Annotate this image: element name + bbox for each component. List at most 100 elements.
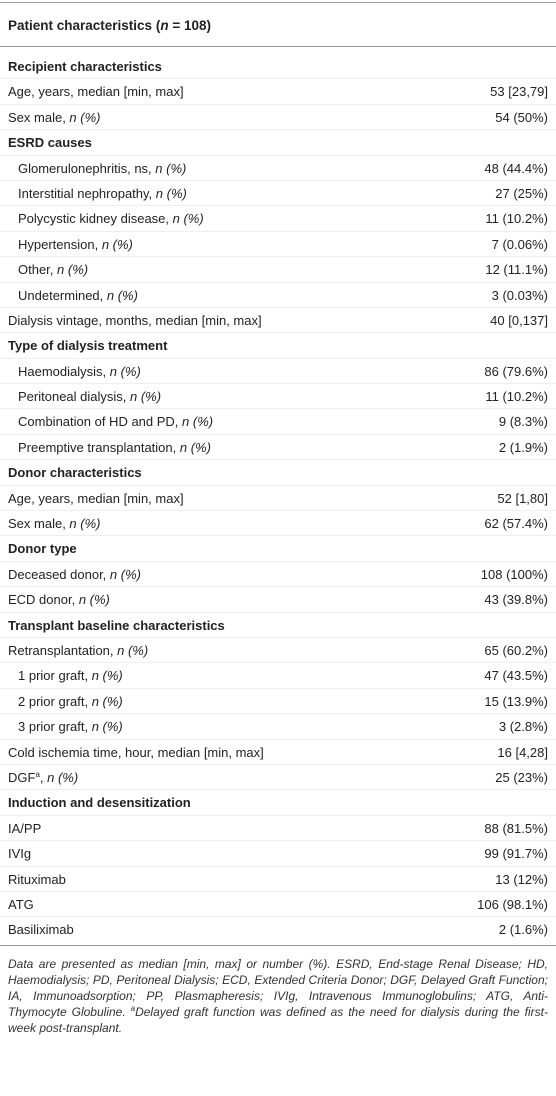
text: ECD donor, [8, 592, 79, 608]
data-row: 3 prior graft, n (%) 3 (2.8%) [0, 714, 556, 740]
italic-text: n (%) [179, 439, 211, 455]
text: Hypertension, [18, 236, 102, 252]
row-value: 65 (60.2%) [484, 642, 548, 658]
row-value: 48 (44.4%) [484, 160, 548, 176]
data-row: Haemodialysis, n (%) 86 (79.6%) [0, 359, 556, 385]
row-label: Sex male, n (%) [8, 511, 100, 535]
table-document: Patient characteristics (n = 108) Recipi… [0, 2, 556, 1036]
row-value: 88 (81.5%) [484, 820, 548, 836]
row-value: 2 (1.9%) [498, 439, 548, 455]
row-value: 54 (50%) [495, 109, 548, 125]
row-label: Undetermined, n (%) [8, 283, 138, 307]
text: Basiliximab [8, 922, 74, 938]
data-row: Other, n (%) 12 (11.1%) [0, 257, 556, 283]
row-value: 15 (13.9%) [484, 693, 548, 709]
section-row: Transplant baseline characteristics [0, 613, 556, 638]
text: Sex male, [8, 109, 70, 125]
data-row: IVIg 99 (91.7%) [0, 841, 556, 867]
row-label: Interstitial nephropathy, n (%) [8, 181, 187, 205]
data-row: ECD donor, n (%) 43 (39.8%) [0, 587, 556, 613]
text: Polycystic kidney disease, [18, 211, 173, 227]
data-row: ATG 106 (98.1%) [0, 892, 556, 918]
text: Sex male, [8, 516, 70, 532]
row-value: 13 (12%) [495, 871, 548, 887]
row-value: 16 [4,28] [497, 744, 548, 760]
text: Interstitial nephropathy, [18, 185, 156, 201]
text: Peritoneal dialysis, [18, 389, 130, 405]
section-label: Donor characteristics [8, 465, 142, 481]
data-row: Polycystic kidney disease, n (%) 11 (10.2… [0, 206, 556, 232]
data-row: Rituximab 13 (12%) [0, 867, 556, 892]
section-label: Induction and desensitization [8, 795, 191, 811]
row-label: 3 prior graft, n (%) [8, 714, 123, 738]
row-value: 9 (8.3%) [498, 414, 548, 430]
row-label: Other, n (%) [8, 257, 88, 281]
data-row: Retransplantation, n (%) 65 (60.2%) [0, 638, 556, 664]
italic-text: Data are presented as median [min, max] … [8, 956, 552, 1019]
text: Combination of HD and PD, [18, 414, 183, 430]
italic-text: n (%) [117, 642, 149, 658]
row-label: IA/PP [8, 816, 41, 840]
text: Cold ischemia time, hour, median [min, m… [8, 744, 264, 760]
text: 2 prior graft, [18, 693, 92, 709]
row-value: 52 [1,80] [497, 490, 548, 506]
text: Age, years, median [min, max] [8, 84, 184, 100]
row-value: 47 (43.5%) [484, 668, 548, 684]
text: Undetermined, [18, 287, 107, 303]
row-value: 40 [0,137] [490, 312, 548, 328]
row-value: 106 (98.1%) [477, 896, 548, 912]
text: Other, [18, 262, 58, 278]
italic-text: n (%) [78, 592, 110, 608]
row-label: IVIg [8, 841, 31, 865]
data-row: Basiliximab 2 (1.6%) [0, 917, 556, 942]
text: Glomerulonephritis, ns, [18, 160, 156, 176]
superscript: a [35, 769, 40, 779]
data-row: Dialysis vintage, months, median [min, m… [0, 308, 556, 334]
data-row: Age, years, median [min, max] 53 [23,79] [0, 79, 556, 105]
table-title: Patient characteristics (n = 108) [0, 2, 556, 47]
data-row: DGFa, n (%) 25 (23%) [0, 765, 556, 791]
table-body: Recipient characteristics Age, years, med… [0, 47, 556, 946]
text: IA/PP [8, 820, 42, 836]
text: Dialysis vintage, months, median [min, m… [8, 312, 262, 328]
row-label: Polycystic kidney disease, n (%) [8, 206, 204, 230]
row-value: 11 (10.2%) [485, 211, 548, 227]
text: Deceased donor, [8, 566, 110, 582]
row-label: ATG [8, 892, 34, 916]
text: Haemodialysis, [18, 363, 110, 379]
section-row: Type of dialysis treatment [0, 333, 556, 359]
italic-text: n (%) [69, 516, 101, 532]
italic-text: n [160, 18, 169, 33]
row-label: Preemptive transplantation, n (%) [8, 435, 211, 459]
row-label: Dialysis vintage, months, median [min, m… [8, 308, 262, 332]
row-value: 3 (0.03%) [491, 287, 548, 303]
row-label: DGFa, n (%) [8, 765, 78, 789]
italic-text: n (%) [109, 363, 141, 379]
text: IVIg [8, 846, 32, 862]
italic-text: Delayed graft function was defined as th… [8, 1004, 548, 1035]
text: Patient characteristics ( [8, 18, 161, 33]
text: Preemptive transplantation, [18, 439, 180, 455]
section-row: Recipient characteristics [0, 54, 556, 80]
row-value: 62 (57.4%) [484, 516, 548, 532]
italic-text: n (%) [101, 236, 133, 252]
row-label: Sex male, n (%) [8, 105, 100, 129]
data-row: 2 prior graft, n (%) 15 (13.9%) [0, 689, 556, 715]
italic-text: n (%) [57, 262, 89, 278]
text: = 108) [168, 18, 211, 33]
row-value: 2 (1.6%) [498, 922, 548, 938]
italic-text: n (%) [182, 414, 214, 430]
row-value: 108 (100%) [480, 566, 548, 582]
row-label: 2 prior graft, n (%) [8, 689, 123, 713]
section-label: Donor type [8, 541, 77, 557]
row-value: 53 [23,79] [490, 84, 548, 100]
italic-text: n (%) [155, 185, 187, 201]
row-label: Hypertension, n (%) [8, 232, 133, 256]
section-label: Recipient characteristics [8, 59, 162, 74]
row-label: Glomerulonephritis, ns, n (%) [8, 156, 186, 180]
data-row: Undetermined, n (%) 3 (0.03%) [0, 283, 556, 308]
section-row: Donor characteristics [0, 460, 556, 486]
data-row: Deceased donor, n (%) 108 (100%) [0, 562, 556, 588]
row-label: Peritoneal dialysis, n (%) [8, 384, 161, 408]
text: Age, years, median [min, max] [8, 490, 184, 506]
